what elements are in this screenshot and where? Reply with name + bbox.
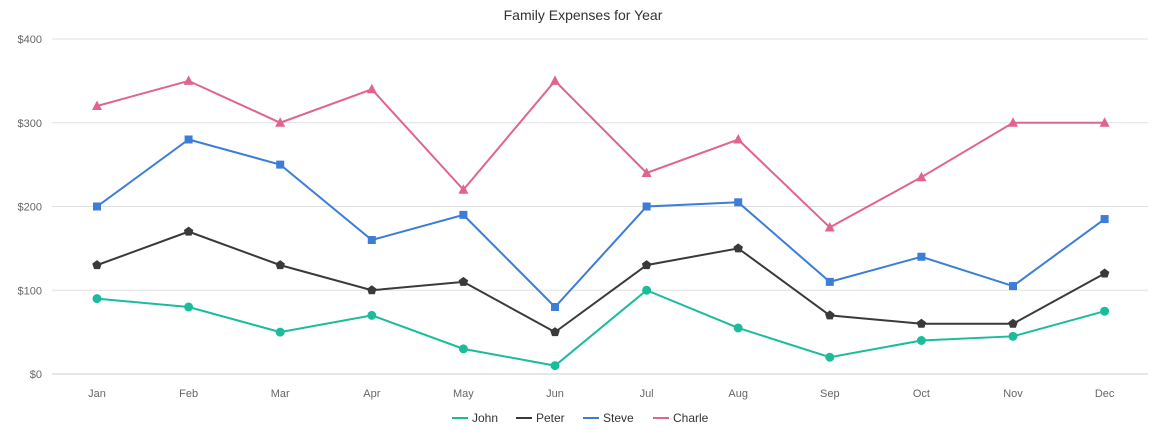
x-tick-label: Jan xyxy=(88,388,106,400)
data-point[interactable] xyxy=(641,167,652,178)
data-point[interactable] xyxy=(733,323,743,333)
data-point[interactable] xyxy=(825,352,835,362)
data-point[interactable] xyxy=(92,100,102,111)
data-point[interactable] xyxy=(824,221,835,232)
y-tick-label: $300 xyxy=(18,118,42,130)
data-point[interactable] xyxy=(1008,117,1018,127)
series-line xyxy=(96,230,1106,334)
data-point[interactable] xyxy=(1009,282,1017,291)
data-point[interactable] xyxy=(367,236,376,244)
y-tick-label: $100 xyxy=(18,285,42,297)
data-point[interactable] xyxy=(458,184,469,194)
x-tick-label: Aug xyxy=(728,388,748,400)
y-axis: $0 $100 $200 $300 $400 xyxy=(18,34,42,381)
series-line xyxy=(96,138,1106,309)
data-point[interactable] xyxy=(1100,306,1110,316)
x-tick-label: Mar xyxy=(271,388,290,400)
data-point[interactable] xyxy=(93,202,101,211)
data-point[interactable] xyxy=(1008,331,1018,341)
data-point[interactable] xyxy=(642,285,652,295)
data-point[interactable] xyxy=(367,310,377,320)
x-tick-label: Nov xyxy=(1003,388,1023,400)
data-point[interactable] xyxy=(825,277,834,286)
series-group xyxy=(92,75,1110,371)
x-tick-label: Jul xyxy=(640,388,654,400)
data-point[interactable] xyxy=(551,303,559,311)
data-point[interactable] xyxy=(1099,117,1110,127)
data-point[interactable] xyxy=(92,294,102,304)
data-point[interactable] xyxy=(366,83,377,94)
legend-item-peter[interactable]: Peter xyxy=(516,411,565,425)
data-point[interactable] xyxy=(641,260,652,270)
data-point[interactable] xyxy=(184,135,193,144)
legend-label: Steve xyxy=(603,411,634,425)
series-peter xyxy=(92,226,1110,337)
series-john xyxy=(92,285,1110,371)
y-tick-label: $200 xyxy=(18,202,42,214)
x-tick-label: Oct xyxy=(913,388,930,400)
data-point[interactable] xyxy=(459,210,468,219)
legend-item-steve[interactable]: Steve xyxy=(583,411,634,425)
x-tick-label: Feb xyxy=(179,388,198,400)
data-point[interactable] xyxy=(1008,318,1018,328)
data-point[interactable] xyxy=(916,171,927,182)
data-point[interactable] xyxy=(458,276,469,286)
data-point[interactable] xyxy=(916,336,926,345)
data-point[interactable] xyxy=(276,160,285,169)
data-point[interactable] xyxy=(917,252,926,261)
data-point[interactable] xyxy=(184,302,194,312)
legend-label: Charle xyxy=(673,411,709,425)
data-point[interactable] xyxy=(825,310,835,320)
data-point[interactable] xyxy=(550,327,560,337)
x-tick-label: Sep xyxy=(820,388,840,400)
series-line xyxy=(96,289,1105,367)
data-point[interactable] xyxy=(550,75,560,85)
legend-item-charle[interactable]: Charle xyxy=(653,411,709,425)
legend-item-john[interactable]: John xyxy=(452,411,498,425)
data-point[interactable] xyxy=(275,260,285,270)
data-point[interactable] xyxy=(183,226,194,236)
data-point[interactable] xyxy=(183,75,194,85)
data-point[interactable] xyxy=(916,318,927,328)
data-point[interactable] xyxy=(367,285,377,295)
data-point[interactable] xyxy=(550,361,560,371)
data-point[interactable] xyxy=(733,134,744,144)
data-point[interactable] xyxy=(642,202,651,211)
data-point[interactable] xyxy=(734,198,743,207)
data-point[interactable] xyxy=(733,243,743,253)
grid-lines xyxy=(52,38,1148,375)
data-point[interactable] xyxy=(1099,268,1110,278)
legend-label: John xyxy=(472,411,498,425)
x-axis: Jan Feb Mar Apr May Jun Jul Aug Sep Oct Nov Dec xyxy=(88,388,1115,400)
y-tick-label: $400 xyxy=(18,34,42,46)
series-steve xyxy=(93,135,1109,311)
legend-label: Peter xyxy=(536,411,565,425)
x-tick-label: Dec xyxy=(1095,388,1115,400)
series-charle xyxy=(92,75,1110,232)
series-line xyxy=(96,79,1105,229)
legend[interactable]: John Peter Steve Charle xyxy=(452,411,709,425)
x-tick-label: Apr xyxy=(363,388,380,400)
data-point[interactable] xyxy=(92,260,102,270)
y-tick-label: $0 xyxy=(30,369,42,381)
data-point[interactable] xyxy=(275,117,286,127)
x-tick-label: Jun xyxy=(546,388,564,400)
x-tick-label: May xyxy=(453,388,474,400)
data-point[interactable] xyxy=(275,327,285,337)
data-point[interactable] xyxy=(1100,215,1109,224)
chart-title: Family Expenses for Year xyxy=(504,7,663,23)
data-point[interactable] xyxy=(458,344,468,354)
